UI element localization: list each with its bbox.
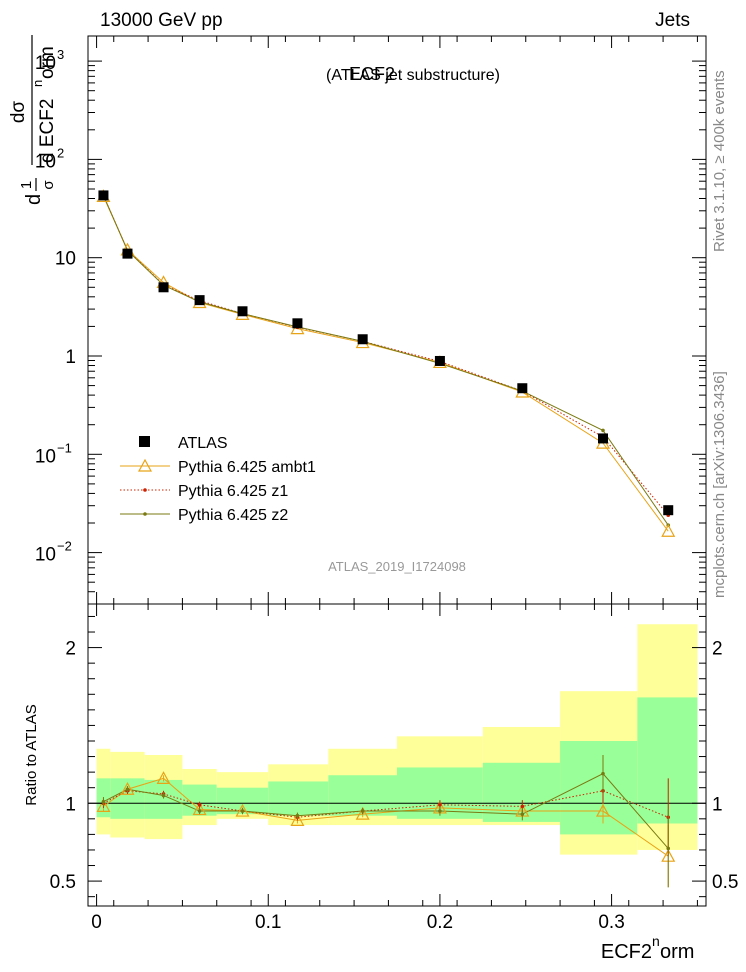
- marker-z2: [601, 428, 605, 433]
- main-ytick-exp: −2: [57, 539, 72, 554]
- ratio-marker-ambt1: [595, 803, 611, 817]
- ylabel-sigma: σ: [40, 180, 57, 190]
- ratio-marker-z2: [601, 771, 605, 776]
- ratio-marker-ambt1: [96, 799, 111, 812]
- series-line-ambt1: [102, 196, 669, 532]
- ratio-marker-z1: [197, 803, 202, 807]
- ratio-marker-z2: [101, 799, 106, 804]
- ratio-marker-z2: [520, 812, 525, 816]
- legend: ATLAS Pythia 6.425 ambt1 Pythia 6.425 z1 Py…: [120, 435, 316, 524]
- ratio-band-inner: [110, 778, 145, 819]
- main-ytick-label: 10: [35, 151, 56, 172]
- ratio-marker-z2: [161, 793, 166, 798]
- ratio-marker-ambt1: [235, 803, 250, 817]
- header-left: 13000 GeV pp: [100, 10, 223, 31]
- ratio-panel: 0 0.1 0.2 0.3 0.5 0.5 1 1 2 2 Ratio to ATLAS ECF2…: [23, 603, 738, 963]
- marker-atlas: [237, 306, 248, 317]
- analysis-label: ATLAS_2019_I1724098: [328, 559, 466, 574]
- main-ytick-exp: −1: [57, 440, 72, 455]
- marker-atlas: [357, 334, 368, 345]
- marker-atlas: [194, 295, 205, 306]
- legend-label-atlas: ATLAS: [178, 435, 228, 452]
- marker-atlas: [122, 248, 133, 259]
- ratio-marker-ambt1: [120, 781, 135, 795]
- xlabel: ECF2 n orm: [601, 933, 695, 963]
- marker-ambt1: [661, 523, 676, 537]
- legend-label-z1: Pythia 6.425 z1: [178, 483, 288, 500]
- chart-subtitle: (ATLAS jet substructure): [326, 67, 500, 84]
- marker-atlas: [517, 383, 528, 394]
- ylabel-one: 1: [18, 181, 35, 189]
- ratio-marker-z2: [197, 809, 202, 813]
- ratio-band-inner: [637, 697, 698, 824]
- ratio-xtick-label: 0: [91, 912, 102, 933]
- marker-atlas: [598, 433, 608, 444]
- ratio-marker-ambt1: [156, 771, 171, 784]
- ratio-frame: [87, 603, 707, 907]
- chart-title: ECF2: [349, 64, 395, 84]
- ratio-marker-z2: [666, 846, 671, 851]
- marker-atlas: [292, 318, 303, 329]
- xlabel-tail: orm: [660, 941, 694, 963]
- ratio-marker-ambt1: [290, 813, 305, 826]
- main-ytick-label: 10: [35, 545, 56, 566]
- ratio-ytick-label-right: 0.5: [712, 872, 738, 893]
- ratio-marker-z1: [438, 803, 442, 807]
- main-ytick-label: 10: [55, 249, 76, 270]
- ratio-marker-z2: [438, 809, 442, 813]
- legend-marker-ambt1: [137, 458, 153, 472]
- legend-marker-z1: [143, 488, 147, 492]
- ratio-band-inner: [482, 762, 561, 822]
- ylabel-dsigma: dσ: [8, 101, 29, 124]
- legend-label-z2: Pythia 6.425 z2: [178, 507, 288, 524]
- ratio-marker-z1: [520, 804, 525, 809]
- ylabel-orm: orm: [37, 46, 58, 79]
- rivet-version-label: Rivet 3.1.10, ≥ 400k events: [711, 70, 728, 252]
- ratio-ytick-label: 0.5: [50, 872, 76, 893]
- ratio-ylabel: Ratio to ATLAS: [23, 704, 40, 805]
- ratio-xtick-label: 0.3: [598, 912, 624, 933]
- header-right: Jets: [655, 10, 690, 31]
- xlabel-main: ECF2: [601, 941, 652, 963]
- series-line-z1: [102, 195, 669, 516]
- main-ytick-label: 10: [35, 446, 56, 467]
- legend-marker-z2: [143, 512, 147, 516]
- main-ylabel: d 1 σ dσ d ECF2 n orm: [8, 35, 58, 205]
- main-ytick-label: 10: [35, 53, 56, 74]
- marker-atlas: [98, 190, 109, 201]
- legend-label-ambt1: Pythia 6.425 ambt1: [178, 459, 316, 476]
- marker-atlas: [663, 505, 674, 516]
- mcplots-label: mcplots.cern.ch [arXiv:1306.3436]: [711, 371, 728, 598]
- main-ytick-exp: 3: [57, 47, 64, 62]
- ratio-xtick-label: 0.2: [427, 912, 453, 933]
- ylabel-decf2: d ECF2: [37, 99, 58, 163]
- ratio-xtick-label: 0.1: [255, 912, 281, 933]
- ylabel-d1: d: [23, 194, 45, 205]
- ylabel-sup-n: n: [30, 80, 45, 87]
- main-ytick-label: 1: [65, 347, 76, 368]
- ratio-ytick-label-right: 1: [712, 794, 723, 815]
- ratio-marker-z2: [240, 809, 245, 813]
- ratio-band-inner: [560, 740, 638, 835]
- marker-atlas: [434, 355, 445, 366]
- ratio-marker-z2: [360, 809, 365, 813]
- ratio-ytick-label-right: 2: [712, 639, 723, 660]
- marker-atlas: [158, 282, 169, 293]
- legend-marker-atlas: [139, 436, 150, 447]
- xlabel-sup: n: [652, 933, 660, 949]
- ratio-marker-z2: [295, 813, 300, 818]
- ratio-band-inner: [144, 779, 183, 819]
- ratio-marker-ambt1: [192, 802, 207, 816]
- ratio-ytick-label: 2: [65, 639, 76, 660]
- ratio-marker-z2: [125, 787, 130, 792]
- ratio-marker-ambt1: [355, 806, 370, 820]
- main-ytick-exp: 2: [57, 145, 64, 160]
- ratio-band-inner: [268, 781, 329, 816]
- ratio-ytick-label: 1: [65, 794, 76, 815]
